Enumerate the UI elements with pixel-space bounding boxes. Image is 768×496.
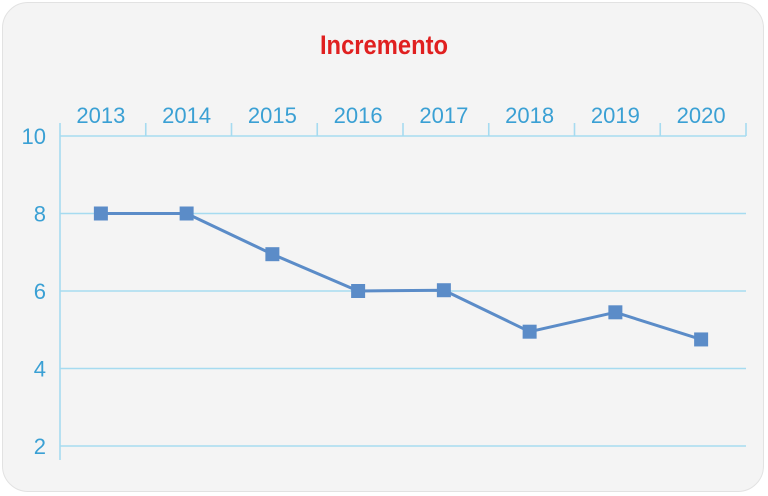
data-point-marker <box>608 305 623 320</box>
data-point-marker <box>694 332 709 347</box>
data-point-marker <box>265 247 280 262</box>
y-tick-label: 4 <box>34 357 46 382</box>
x-tick-label: 2013 <box>76 103 125 128</box>
x-tick-label: 2017 <box>419 103 468 128</box>
y-tick-label: 10 <box>22 124 46 149</box>
y-tick-label: 6 <box>34 279 46 304</box>
x-tick-label: 2019 <box>591 103 640 128</box>
x-tick-label: 2018 <box>505 103 554 128</box>
axis-layer: 2 4 6 8 10 2013 2014 2015 2016 2017 2018 2019 2020 <box>22 103 726 459</box>
y-tick-label: 2 <box>34 434 46 459</box>
chart-title: Incremento <box>319 30 449 60</box>
series-layer <box>93 206 709 347</box>
x-tick-label: 2015 <box>248 103 297 128</box>
data-point-marker <box>436 283 451 298</box>
data-point-marker <box>522 324 537 339</box>
data-point-marker <box>93 206 108 221</box>
data-point-marker <box>179 206 194 221</box>
x-tick-label: 2014 <box>162 103 211 128</box>
series-line <box>100 212 702 341</box>
y-tick-label: 8 <box>34 202 46 227</box>
x-tick-label: 2020 <box>677 103 726 128</box>
data-point-marker <box>351 284 366 298</box>
x-tick-label: 2016 <box>334 103 383 128</box>
